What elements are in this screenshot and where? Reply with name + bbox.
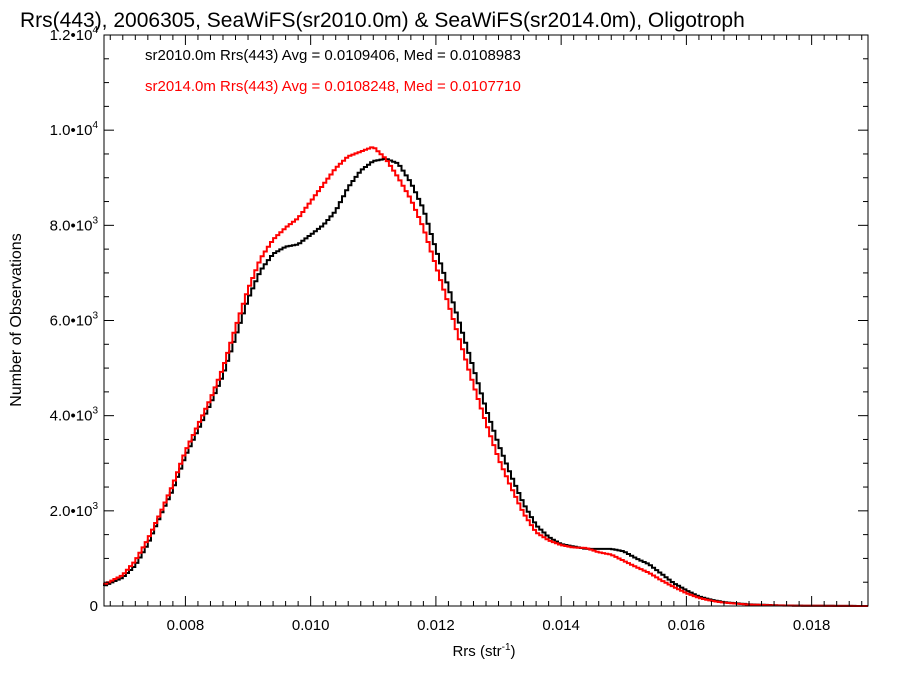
x-axis-label-end: )	[511, 643, 516, 660]
x-tick-label: 0.012	[417, 617, 455, 634]
y-tick-label: 6.0•103	[50, 311, 99, 330]
y-tick-label: 8.0•103	[50, 215, 99, 234]
x-tick-label: 0.010	[292, 617, 330, 634]
x-tick-label: 0.014	[542, 617, 580, 634]
x-axis: 0.008 0.010 0.012 0.014 0.016 0.018	[109, 35, 863, 634]
annotation-series-2: sr2014.0m Rrs(443) Avg = 0.0108248, Med …	[145, 78, 521, 95]
y-axis: 0 2.0•103 4.0•103 6.0•103 8.0•103 1.0•104 1.2•…	[50, 25, 868, 615]
annotation-series-1: sr2010.0m Rrs(443) Avg = 0.0109406, Med …	[145, 47, 521, 64]
x-axis-label-main: Rrs (str	[452, 643, 501, 660]
series-2-line	[103, 146, 868, 607]
y-tick-label: 1.2•104	[50, 25, 99, 44]
x-tick-label: 0.018	[793, 617, 831, 634]
series-layer	[103, 146, 868, 607]
y-axis-label: Number of Observations	[8, 233, 25, 406]
plot-area: 0.008 0.010 0.012 0.014 0.016 0.018 0 2.0•103 4…	[50, 25, 869, 634]
x-axis-label-exponent: -1	[502, 642, 511, 653]
y-tick-label: 4.0•103	[50, 406, 99, 425]
x-tick-label: 0.008	[167, 617, 205, 634]
x-tick-label: 0.016	[668, 617, 706, 634]
chart-title: Rrs(443), 2006305, SeaWiFS(sr2010.0m) & …	[20, 9, 745, 32]
x-axis-label: Rrs (str-1)	[452, 642, 515, 660]
y-tick-label: 0	[90, 598, 98, 615]
y-tick-label: 1.0•104	[50, 120, 99, 139]
y-tick-label: 2.0•103	[50, 501, 99, 520]
